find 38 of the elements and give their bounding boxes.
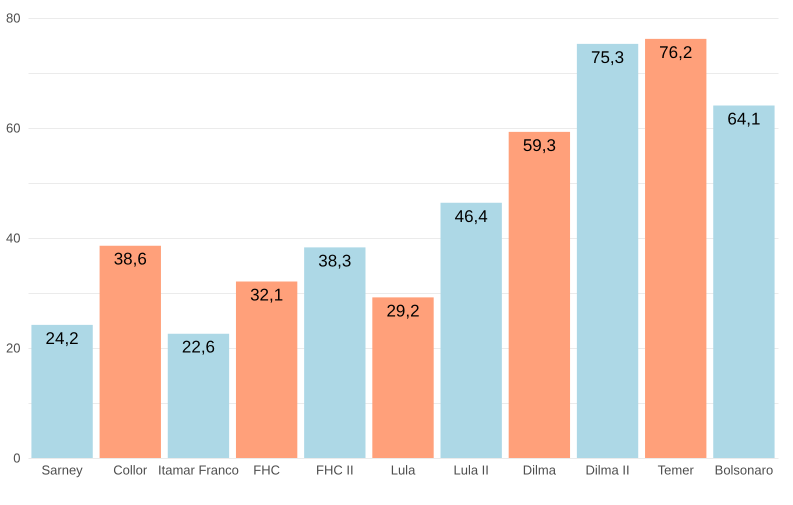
data-label: 64,1 <box>727 109 760 128</box>
y-tick-label: 20 <box>6 340 20 356</box>
data-label: 32,1 <box>250 285 284 304</box>
data-label: 46,4 <box>454 206 488 226</box>
data-label: 59,3 <box>522 136 556 155</box>
x-tick-label: Dilma <box>522 462 557 478</box>
x-tick-label: FHC <box>253 462 280 478</box>
bar <box>168 334 230 458</box>
x-tick-label: Lula II <box>453 462 489 478</box>
y-tick-label: 60 <box>6 120 20 136</box>
x-tick-label: Lula <box>390 462 416 478</box>
y-tick-label: 0 <box>13 450 20 466</box>
bar <box>713 105 775 458</box>
bar <box>576 44 638 458</box>
x-tick-label: Dilma II <box>586 462 630 478</box>
x-tick-label: Itamar Franco <box>158 462 239 478</box>
data-label: 76,2 <box>659 42 692 62</box>
x-tick-label: Temer <box>658 462 694 478</box>
x-tick-label: Sarney <box>41 462 84 478</box>
data-label: 75,3 <box>591 48 624 67</box>
bar <box>236 281 298 458</box>
data-label: 24,2 <box>46 328 79 348</box>
bar <box>100 246 161 458</box>
bar <box>372 297 434 458</box>
data-label: 29,2 <box>386 301 420 320</box>
y-tick-label: 80 <box>6 10 20 26</box>
bar <box>31 324 93 458</box>
bar <box>508 132 570 458</box>
y-tick-label: 40 <box>6 230 20 246</box>
x-tick-label: FHC II <box>316 462 354 478</box>
data-label: 22,6 <box>182 338 215 357</box>
bar <box>645 38 706 458</box>
bar <box>304 247 366 458</box>
bar <box>440 202 502 458</box>
x-tick-label: Collor <box>113 462 148 478</box>
data-label: 38,6 <box>114 250 147 269</box>
x-tick-label: Bolsonaro <box>714 462 774 478</box>
data-label: 38,3 <box>318 251 352 270</box>
